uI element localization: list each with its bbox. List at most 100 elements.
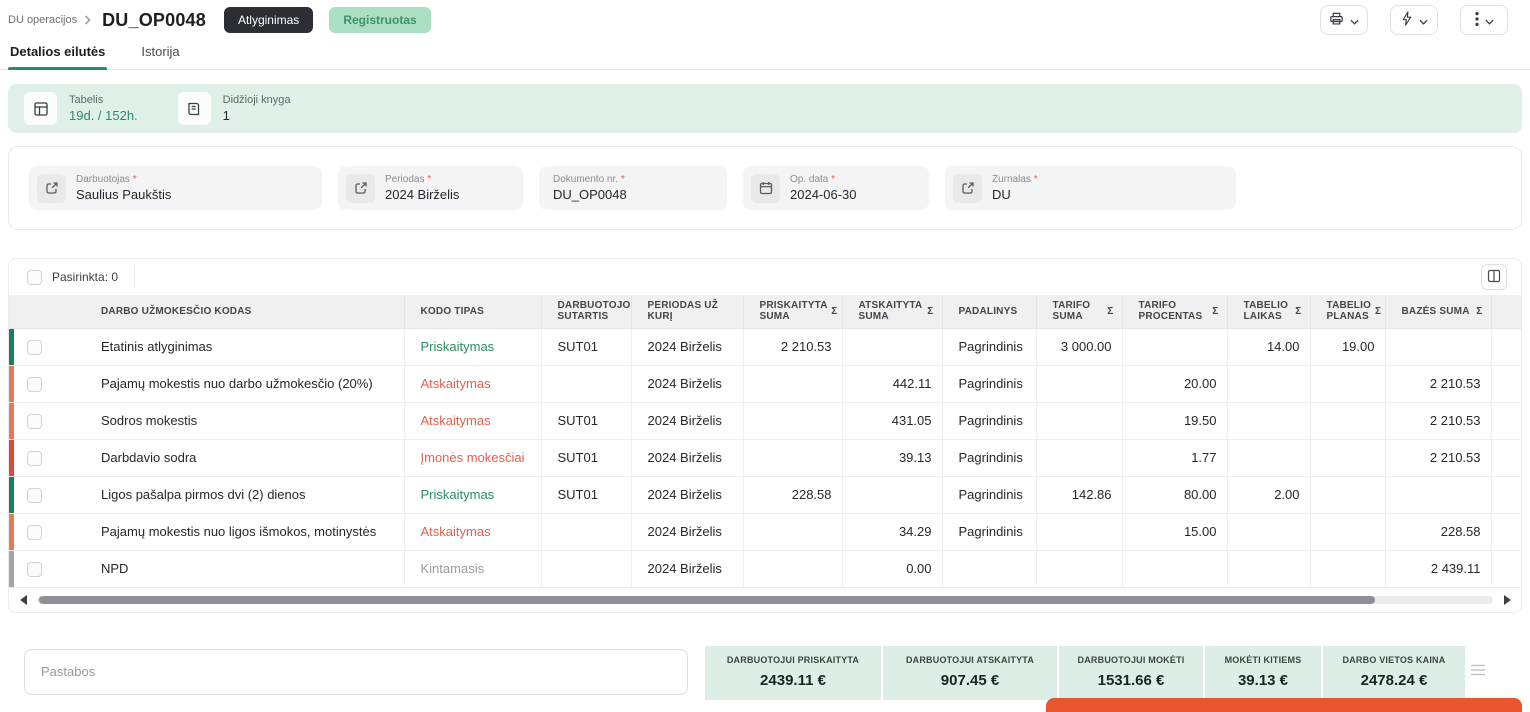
select-all-checkbox[interactable]	[27, 269, 42, 285]
summary-value: 1531.66 €	[1097, 671, 1165, 689]
table-row[interactable]: Darbdavio sodra Įmonės mokesčiai SUT01 2024…	[9, 439, 1521, 477]
filler-cell	[1491, 439, 1521, 477]
filler-cell	[1491, 476, 1521, 514]
field-label: Periodas *	[385, 174, 432, 185]
column-settings-button[interactable]	[1481, 264, 1507, 290]
tab-history[interactable]: Istorija	[139, 40, 181, 69]
table-row[interactable]: Ligos pašalpa pirmos dvi (2) dienos Prisk…	[9, 476, 1521, 514]
scroll-right-icon[interactable]	[1501, 594, 1513, 606]
cell-accrued: 228.58	[743, 476, 843, 514]
notes-input[interactable]	[24, 648, 688, 695]
sum-sigma-icon[interactable]: Σ	[1375, 305, 1382, 317]
row-select-cell	[9, 476, 65, 514]
more-menu-button[interactable]	[1460, 5, 1508, 35]
summary-label: MOKĖTI KITIEMS	[1224, 654, 1302, 665]
cell-timesheet_time	[1227, 439, 1311, 477]
filler-cell	[1491, 550, 1521, 588]
col-header-timesheet_plan[interactable]: TABELIO PLANAS Σ	[1310, 295, 1386, 329]
row-checkbox[interactable]	[27, 339, 42, 355]
scrollbar-track[interactable]	[37, 595, 1493, 604]
col-header-deducted[interactable]: ATSKAITYTA SUMA Σ	[842, 295, 943, 329]
actions-menu-button[interactable]	[1390, 5, 1438, 35]
field-darbuotojas[interactable]: Darbuotojas * Saulius Paukštis	[29, 166, 322, 210]
breadcrumb-chevron-icon	[84, 15, 91, 25]
col-header-contract[interactable]: DARBUOTOJO SUTARTIS	[541, 295, 632, 329]
row-type-color-strip	[9, 365, 14, 401]
cell-timesheet_plan	[1310, 439, 1386, 477]
flash-icon	[1401, 11, 1413, 29]
cell-period: 2024 Birželis	[631, 402, 744, 440]
document-type-badge: Atlyginimas	[223, 7, 314, 33]
row-checkbox[interactable]	[27, 487, 42, 503]
printer-icon	[1329, 11, 1344, 29]
scroll-left-icon[interactable]	[17, 594, 29, 606]
sum-sigma-icon[interactable]: Σ	[1107, 305, 1114, 317]
cell-period: 2024 Birželis	[631, 439, 744, 477]
summary-menu-icon[interactable]	[1470, 664, 1486, 679]
col-header-tariff_percent[interactable]: TARIFO PROCENTAS Σ	[1122, 295, 1228, 329]
col-header-department[interactable]: PADALINYS	[942, 295, 1037, 329]
summary-label: DARBUOTOJUI MOKĖTI	[1077, 654, 1185, 665]
cell-base_sum	[1385, 328, 1492, 366]
summary-card: DARBUOTOJUI PRISKAITYTA 2439.11 €	[705, 645, 881, 700]
row-checkbox[interactable]	[27, 524, 42, 540]
sum-sigma-icon[interactable]: Σ	[1476, 305, 1483, 317]
cell-period: 2024 Birželis	[631, 476, 744, 514]
external-link-icon	[37, 173, 66, 203]
cell-contract	[541, 365, 632, 403]
col-header-tariff_sum[interactable]: TARIFO SUMA Σ	[1036, 295, 1123, 329]
table-row[interactable]: Pajamų mokestis nuo darbo užmokesčio (20…	[9, 365, 1521, 403]
controls-divider	[134, 266, 136, 288]
field-dokumento-nr[interactable]: Dokumento nr. * DU_OP0048	[539, 166, 727, 210]
row-checkbox[interactable]	[27, 561, 42, 577]
col-header-label: TABELIO LAIKAS	[1243, 299, 1289, 323]
cell-timesheet_time	[1227, 365, 1311, 403]
cell-code: Ligos pašalpa pirmos dvi (2) dienos	[65, 476, 405, 514]
summary-card: MOKĖTI KITIEMS 39.13 €	[1205, 645, 1321, 700]
summary-card: DARBUOTOJUI ATSKAITYTA 907.45 €	[883, 645, 1057, 700]
table-row[interactable]: Etatinis atlyginimas Priskaitymas SUT01 202…	[9, 328, 1521, 366]
sum-sigma-icon[interactable]: Σ	[1212, 305, 1219, 317]
cell-period: 2024 Birželis	[631, 328, 744, 366]
row-checkbox[interactable]	[27, 450, 42, 466]
filler-cell	[1491, 328, 1521, 366]
scrollbar-thumb[interactable]	[39, 595, 1375, 604]
col-header-type[interactable]: KODO TIPAS	[404, 295, 542, 329]
col-header-code[interactable]: DARBO UŽMOKESČIO KODAS	[65, 295, 405, 329]
cell-tariff_percent: 20.00	[1122, 365, 1228, 403]
field-periodas[interactable]: Periodas * 2024 Birželis	[338, 166, 523, 210]
col-header-label: BAZĖS SUMA	[1401, 305, 1470, 317]
breadcrumb-parent-link[interactable]: DU operacijos	[8, 14, 78, 26]
field-op-data[interactable]: Op. data * 2024-06-30	[743, 166, 929, 210]
field-value: Saulius Paukštis	[76, 187, 172, 202]
row-select-cell	[9, 550, 65, 588]
filler-cell	[1491, 365, 1521, 403]
chevron-down-icon	[1484, 13, 1494, 28]
field-urnalas[interactable]: Žurnalas * DU	[945, 166, 1236, 210]
columns-settings-icon	[1487, 269, 1501, 286]
col-header-period[interactable]: PERIODAS UŽ KURĮ	[631, 295, 744, 329]
table-row[interactable]: NPD Kintamasis 2024 Birželis 0.00 2 439.11	[9, 550, 1521, 588]
sum-sigma-icon[interactable]: Σ	[831, 305, 838, 317]
row-checkbox[interactable]	[27, 376, 42, 392]
cell-code: Pajamų mokestis nuo darbo užmokesčio (20…	[65, 365, 405, 403]
tab-detail-lines[interactable]: Detalios eilutės	[8, 40, 108, 70]
col-header-timesheet_time[interactable]: TABELIO LAIKAS Σ	[1227, 295, 1311, 329]
row-checkbox[interactable]	[27, 413, 42, 429]
summary-label: DARBUOTOJUI PRISKAITYTA	[726, 654, 860, 665]
primary-action-button[interactable]	[1046, 698, 1522, 712]
cell-base_sum: 2 210.53	[1385, 439, 1492, 477]
cell-period: 2024 Birželis	[631, 513, 744, 551]
table-row[interactable]: Sodros mokestis Atskaitymas SUT01 2024 Birž…	[9, 402, 1521, 440]
select-column-header	[9, 295, 65, 329]
col-header-label: TARIFO PROCENTAS	[1138, 299, 1203, 323]
status-badge: Registruotas	[329, 7, 431, 33]
col-header-base_sum[interactable]: BAZĖS SUMA Σ	[1385, 295, 1492, 329]
sum-sigma-icon[interactable]: Σ	[1295, 305, 1302, 317]
cell-base_sum: 2 210.53	[1385, 402, 1492, 440]
print-menu-button[interactable]	[1320, 5, 1368, 35]
field-label: Žurnalas *	[992, 174, 1038, 185]
sum-sigma-icon[interactable]: Σ	[927, 305, 934, 317]
table-row[interactable]: Pajamų mokestis nuo ligos išmokos, motin…	[9, 513, 1521, 551]
col-header-accrued[interactable]: PRISKAITYTA SUMA Σ	[743, 295, 843, 329]
